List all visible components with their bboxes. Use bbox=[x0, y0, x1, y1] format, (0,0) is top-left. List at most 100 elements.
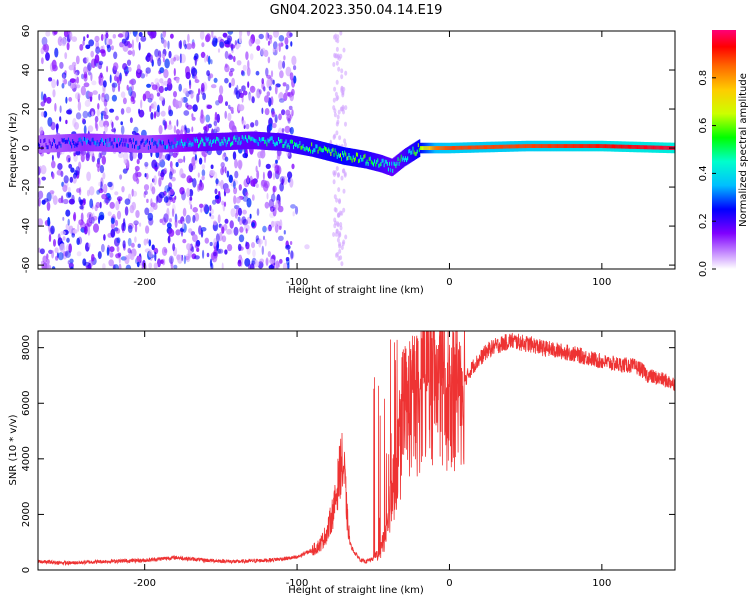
ridge-core bbox=[568, 144, 570, 148]
noise-speckle bbox=[114, 219, 119, 227]
ridge-core bbox=[89, 141, 91, 146]
ridge-core bbox=[164, 145, 167, 150]
ridge-core bbox=[185, 141, 187, 146]
ridge-core bbox=[328, 147, 330, 152]
ridge-core bbox=[132, 138, 135, 143]
ridge-halo bbox=[113, 134, 116, 152]
ridge-core bbox=[539, 144, 541, 148]
noise-speckle bbox=[227, 37, 231, 45]
noise-speckle bbox=[118, 152, 124, 159]
ridge-core bbox=[481, 145, 484, 150]
ridge-core bbox=[332, 147, 334, 152]
noise-speckle bbox=[233, 55, 236, 63]
noise-speckle bbox=[65, 96, 68, 104]
noise-speckle bbox=[228, 70, 233, 77]
noise-speckle bbox=[40, 111, 45, 117]
noise-speckle bbox=[110, 217, 115, 225]
noise-speckle bbox=[68, 198, 75, 205]
ridge-core bbox=[167, 144, 169, 149]
ridge-core bbox=[231, 141, 233, 146]
noise-speckle bbox=[265, 163, 271, 169]
ridge-core bbox=[273, 142, 276, 147]
ridge-halo bbox=[358, 149, 360, 168]
ridge-core bbox=[588, 144, 590, 148]
ridge-core bbox=[569, 144, 571, 148]
noise-speckle bbox=[201, 150, 208, 158]
ridge-halo bbox=[386, 157, 389, 175]
ridge-core bbox=[195, 137, 198, 141]
ridge-core bbox=[341, 157, 343, 161]
noise-speckle bbox=[107, 211, 112, 217]
ridge-core bbox=[527, 144, 530, 148]
noise-speckle bbox=[259, 258, 265, 264]
noise-speckle bbox=[221, 235, 227, 243]
ridge-halo bbox=[129, 134, 132, 153]
noise-speckle bbox=[273, 31, 279, 38]
noise-speckle bbox=[200, 207, 203, 213]
noise-speckle bbox=[336, 38, 340, 44]
ridge-core bbox=[44, 138, 46, 143]
ridge-core bbox=[215, 139, 217, 144]
noise-speckle bbox=[173, 68, 176, 77]
ridge-core bbox=[81, 141, 84, 146]
ridge-core bbox=[472, 145, 474, 150]
ridge-core bbox=[654, 145, 657, 150]
noise-speckle bbox=[38, 218, 43, 227]
ridge-core bbox=[313, 148, 315, 153]
ridge-core bbox=[323, 145, 326, 150]
ridge-core bbox=[454, 146, 456, 150]
noise-speckle bbox=[101, 92, 105, 98]
noise-speckle bbox=[188, 79, 191, 86]
noise-speckle bbox=[87, 226, 91, 236]
noise-speckle bbox=[59, 243, 66, 253]
noise-speckle bbox=[135, 210, 140, 218]
ridge-halo bbox=[290, 135, 293, 153]
noise-speckle bbox=[126, 84, 129, 91]
noise-speckle bbox=[183, 110, 190, 116]
ridge-core bbox=[378, 163, 380, 168]
ridge-core bbox=[290, 139, 293, 144]
ridge-core bbox=[228, 137, 231, 142]
noise-speckle bbox=[190, 204, 193, 210]
noise-speckle bbox=[154, 48, 160, 58]
ridge-core bbox=[177, 141, 180, 146]
ridge-core bbox=[111, 141, 114, 146]
noise-speckle bbox=[202, 203, 209, 213]
noise-speckle bbox=[269, 258, 275, 264]
ridge-core bbox=[144, 141, 147, 145]
ridge-core bbox=[658, 145, 661, 150]
ridge-core bbox=[637, 145, 639, 149]
noise-speckle bbox=[245, 51, 249, 60]
noise-speckle bbox=[192, 214, 196, 224]
noise-speckle bbox=[63, 251, 68, 257]
ridge-core bbox=[651, 145, 653, 150]
noise-speckle bbox=[337, 66, 341, 72]
ridge-core bbox=[100, 138, 103, 142]
noise-speckle bbox=[285, 244, 291, 250]
noise-speckle bbox=[152, 101, 157, 111]
ridge-core bbox=[442, 146, 444, 150]
ridge-halo bbox=[137, 135, 139, 153]
noise-speckle bbox=[342, 47, 346, 53]
noise-speckle bbox=[213, 238, 217, 247]
noise-speckle bbox=[134, 223, 138, 233]
noise-speckle bbox=[224, 40, 230, 45]
noise-speckle bbox=[175, 99, 179, 110]
ridge-halo bbox=[56, 134, 58, 153]
noise-speckle bbox=[255, 165, 258, 173]
noise-speckle bbox=[224, 50, 229, 60]
ridge-halo bbox=[166, 134, 168, 153]
ridge-core bbox=[530, 144, 533, 148]
ridge-halo bbox=[384, 156, 387, 174]
ridge-core bbox=[347, 156, 349, 161]
ridge-core bbox=[492, 145, 494, 149]
noise-speckle bbox=[272, 172, 276, 180]
ridge-halo bbox=[147, 135, 150, 153]
ridge-halo bbox=[408, 146, 410, 164]
noise-speckle bbox=[163, 213, 169, 223]
ridge-core bbox=[445, 146, 447, 150]
snr-xtick-label: -200 bbox=[133, 578, 156, 589]
noise-speckle bbox=[111, 223, 115, 228]
noise-speckle bbox=[159, 96, 164, 101]
noise-speckle bbox=[76, 76, 79, 84]
